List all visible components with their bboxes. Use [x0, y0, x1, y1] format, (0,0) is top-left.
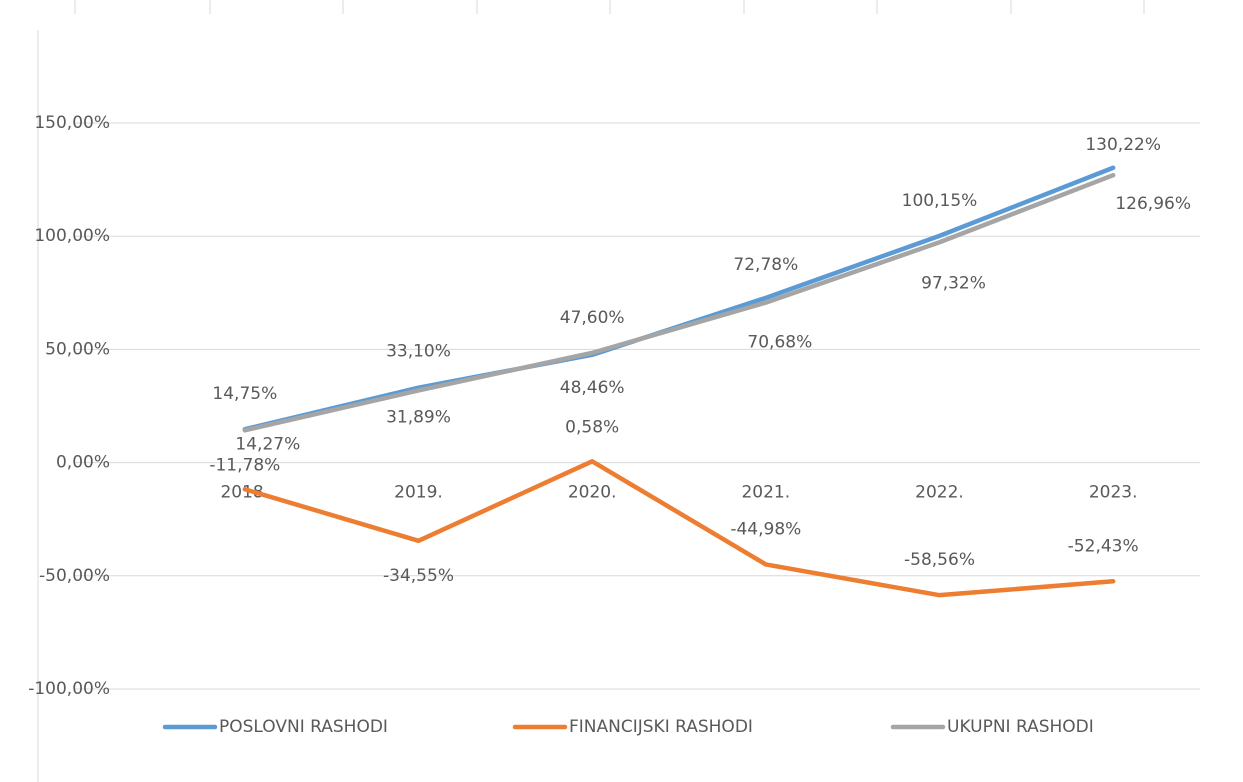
data-label: 126,96% [1115, 194, 1191, 214]
data-label: 70,68% [747, 333, 812, 353]
x-tick-label: 2021. [741, 483, 790, 503]
x-tick-label: 2020. [568, 483, 617, 503]
y-tick-label: 100,00% [34, 226, 110, 246]
x-tick-label: 2018. [220, 483, 269, 503]
y-tick-label: 0,00% [56, 453, 110, 473]
data-label: 14,75% [212, 384, 277, 404]
series-line [242, 172, 1116, 433]
y-tick-label: -50,00% [39, 566, 110, 586]
series-line [242, 459, 1116, 598]
data-label: 97,32% [921, 273, 986, 293]
y-tick-label: 150,00% [34, 113, 110, 133]
data-label: -34,55% [383, 566, 454, 586]
data-label: -11,78% [209, 455, 280, 475]
x-tick-label: 2019. [394, 483, 443, 503]
data-label: 0,58% [565, 417, 619, 437]
data-label: -52,43% [1068, 536, 1139, 556]
data-label: 31,89% [386, 407, 451, 427]
legend-label: FINANCIJSKI RASHODI [569, 717, 753, 737]
data-label: 33,10% [386, 342, 451, 362]
sheet-cells [37, 0, 1145, 782]
data-label: -44,98% [730, 519, 801, 539]
series-line [242, 165, 1116, 432]
legend-label: UKUPNI RASHODI [947, 717, 1094, 737]
x-tick-label: 2023. [1089, 483, 1138, 503]
y-tick-label: 50,00% [45, 339, 110, 359]
data-label: 72,78% [733, 255, 798, 275]
data-label: 130,22% [1085, 135, 1161, 155]
y-tick-label: -100,00% [28, 679, 110, 699]
data-label: 48,46% [560, 378, 625, 398]
x-tick-label: 2022. [915, 483, 964, 503]
data-label: 47,60% [560, 308, 625, 328]
data-label: 14,27% [235, 434, 300, 454]
data-label: -58,56% [904, 550, 975, 570]
data-label: 100,15% [902, 191, 978, 211]
legend-label: POSLOVNI RASHODI [219, 717, 388, 737]
